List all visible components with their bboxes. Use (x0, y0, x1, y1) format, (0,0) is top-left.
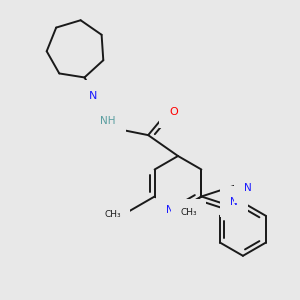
Text: N: N (244, 183, 252, 193)
Text: CH₃: CH₃ (105, 210, 121, 219)
Text: NH: NH (100, 116, 116, 126)
Text: N: N (89, 91, 98, 101)
Text: CH₃: CH₃ (180, 208, 197, 217)
Text: N: N (166, 205, 174, 215)
Text: O: O (170, 106, 178, 117)
Text: N: N (230, 197, 238, 207)
